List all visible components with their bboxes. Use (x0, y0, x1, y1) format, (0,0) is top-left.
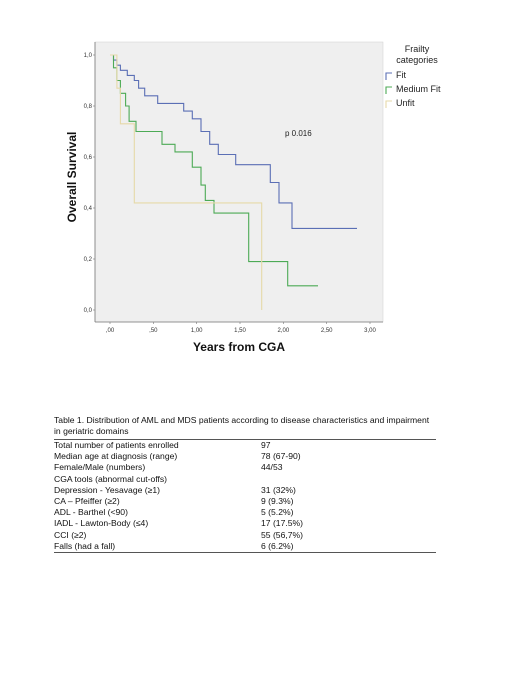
x-axis-title: Years from CGA (193, 340, 285, 354)
row-label: CCI (≥2) (54, 529, 87, 540)
row-label: CGA tools (abnormal cut-offs) (54, 473, 168, 484)
row-label: Falls (had a fall) (54, 540, 116, 551)
row-label: ADL - Barthel (<90) (54, 507, 128, 518)
row-value: 44/53 (261, 462, 283, 473)
x-tick-label: 2,00 (277, 328, 289, 334)
x-tick-label: 3,00 (364, 328, 376, 334)
row-label: Female/Male (numbers) (54, 462, 146, 473)
series-line-fit (110, 54, 357, 229)
row-label: IADL - Lawton-Body (≤4) (54, 518, 149, 529)
row-value: 17 (17.5%) (261, 518, 304, 529)
x-tick-label: 1,00 (191, 328, 203, 334)
p-value-annotation: p 0.016 (285, 129, 312, 138)
table-body: Total number of patients enrolled 97 Media… (54, 440, 436, 552)
table-row: Total number of patients enrolled 97 (54, 440, 436, 451)
table-top-rule (54, 439, 436, 440)
table-row: Depression - Yesavage (≥1) 31 (32%) (54, 485, 436, 496)
table-caption: Table 1. Distribution of AML and MDS pat… (54, 415, 430, 436)
legend-item: Fit (385, 70, 406, 80)
row-value: 6 (6.2%) (261, 540, 294, 551)
table-bottom-rule (54, 551, 436, 553)
table-row: CA – Pfeiffer (≥2) 9 (9.3%) (54, 496, 436, 507)
legend-item: Unfit (385, 98, 415, 108)
series-line-unfit (110, 54, 263, 310)
row-value: 97 (261, 440, 271, 451)
row-label: Total number of patients enrolled (54, 440, 179, 451)
table-row: Female/Male (numbers) 44/53 (54, 462, 436, 473)
legend-item: Medium Fit (385, 84, 441, 94)
series-layer (110, 54, 357, 310)
row-value: 5 (5.2%) (261, 507, 294, 518)
y-ticks: 0,0 0,2 0,4 0,6 0,8 1,0 (84, 53, 95, 314)
y-tick-label: 0,6 (84, 155, 93, 161)
y-tick-label: 0,4 (84, 206, 93, 212)
x-tick-label: 1,50 (234, 328, 246, 334)
table-row: IADL - Lawton-Body (≤4) 17 (17.5%) (54, 518, 436, 529)
table-row: Median age at diagnosis (range) 78 (67-90… (54, 451, 436, 462)
row-value: 78 (67-90) (261, 451, 301, 462)
legend-label: Unfit (396, 98, 415, 108)
table-row: ADL - Barthel (<90) 5 (5.2%) (54, 507, 436, 518)
legend-swatch (385, 86, 392, 94)
table-row: CCI (≥2) 55 (56,7%) (54, 530, 436, 541)
x-tick-label: 2,50 (321, 328, 333, 334)
row-label: CA – Pfeiffer (≥2) (54, 496, 120, 507)
table-row: CGA tools (abnormal cut-offs) (54, 474, 436, 485)
y-axis-title: Overall Survival (65, 132, 79, 223)
row-value: 31 (32%) (261, 484, 296, 495)
legend-title-line2: categories (396, 55, 438, 65)
x-tick-label: ,50 (149, 328, 158, 334)
row-value: 9 (9.3%) (261, 496, 294, 507)
x-tick-label: ,00 (106, 328, 115, 334)
row-value: 55 (56,7%) (261, 529, 304, 540)
legend-swatch (385, 72, 392, 80)
table-block: Table 1. Distribution of AML and MDS pat… (54, 415, 436, 553)
legend-items: Fit Medium Fit Unfit (385, 70, 441, 108)
y-tick-label: 1,0 (84, 53, 93, 59)
legend-swatch (385, 100, 392, 108)
table-row: Falls (had a fall) 6 (6.2%) (54, 541, 436, 552)
y-tick-label: 0,0 (84, 308, 93, 314)
y-tick-label: 0,2 (84, 257, 93, 263)
survival-figure: 0,0 0,2 0,4 0,6 0,8 1,0 ,00 ,50 1,00 1,50 2,00 2,5… (65, 41, 441, 354)
legend-label: Medium Fit (396, 84, 441, 94)
x-ticks: ,00 ,50 1,00 1,50 2,00 2,50 3,00 (106, 322, 376, 334)
legend: Frailty categories Fit Medium Fit Unfit (385, 44, 441, 108)
y-tick-label: 0,8 (84, 104, 93, 110)
axes (94, 42, 383, 323)
row-label: Depression - Yesavage (≥1) (54, 484, 160, 495)
series-line-medium-fit (110, 54, 318, 287)
legend-title-line1: Frailty (405, 44, 430, 54)
row-label: Median age at diagnosis (range) (54, 451, 178, 462)
legend-label: Fit (396, 70, 406, 80)
